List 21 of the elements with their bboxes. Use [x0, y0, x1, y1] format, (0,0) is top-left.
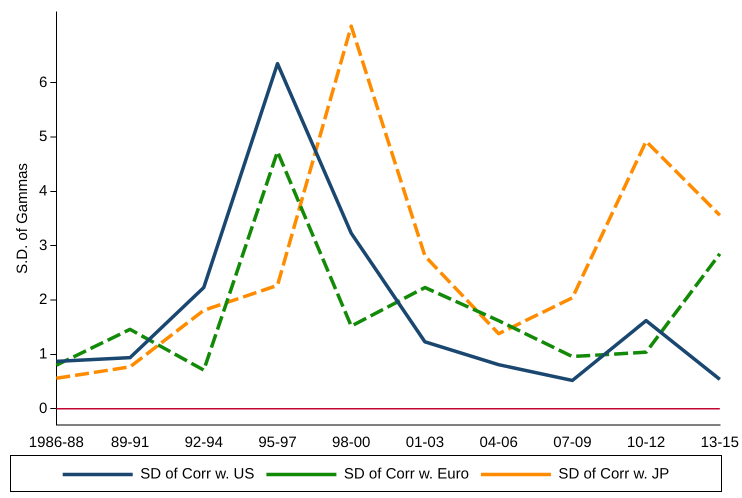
x-tick-label: 95-97	[258, 434, 297, 452]
x-tick-label: 1986-88	[28, 434, 84, 452]
x-tick-label: 04-06	[479, 434, 518, 452]
legend-label: SD of Corr w. US	[140, 466, 254, 483]
x-tick-label: 13-15	[700, 434, 740, 452]
x-tick-label: 89-91	[110, 434, 150, 452]
y-tick-label: 6	[39, 74, 48, 91]
x-tick-label: 98-00	[332, 434, 370, 452]
y-tick-label: 5	[39, 128, 48, 146]
y-axis-title: S.D. of Gammas	[14, 163, 32, 274]
legend-label: SD of Corr w. JP	[558, 466, 670, 483]
x-tick-label: 92-94	[184, 434, 223, 452]
y-tick-label: 3	[39, 236, 48, 254]
legend-label: SD of Corr w. Euro	[344, 466, 469, 483]
x-tick-label: 07-09	[553, 434, 592, 452]
y-tick-label: 2	[39, 291, 48, 308]
y-tick-label: 0	[39, 400, 48, 417]
x-tick-label: 01-03	[406, 434, 444, 452]
y-tick-label: 1	[39, 345, 48, 362]
y-tick-label: 4	[39, 182, 48, 200]
x-tick-label: 10-12	[626, 434, 666, 452]
